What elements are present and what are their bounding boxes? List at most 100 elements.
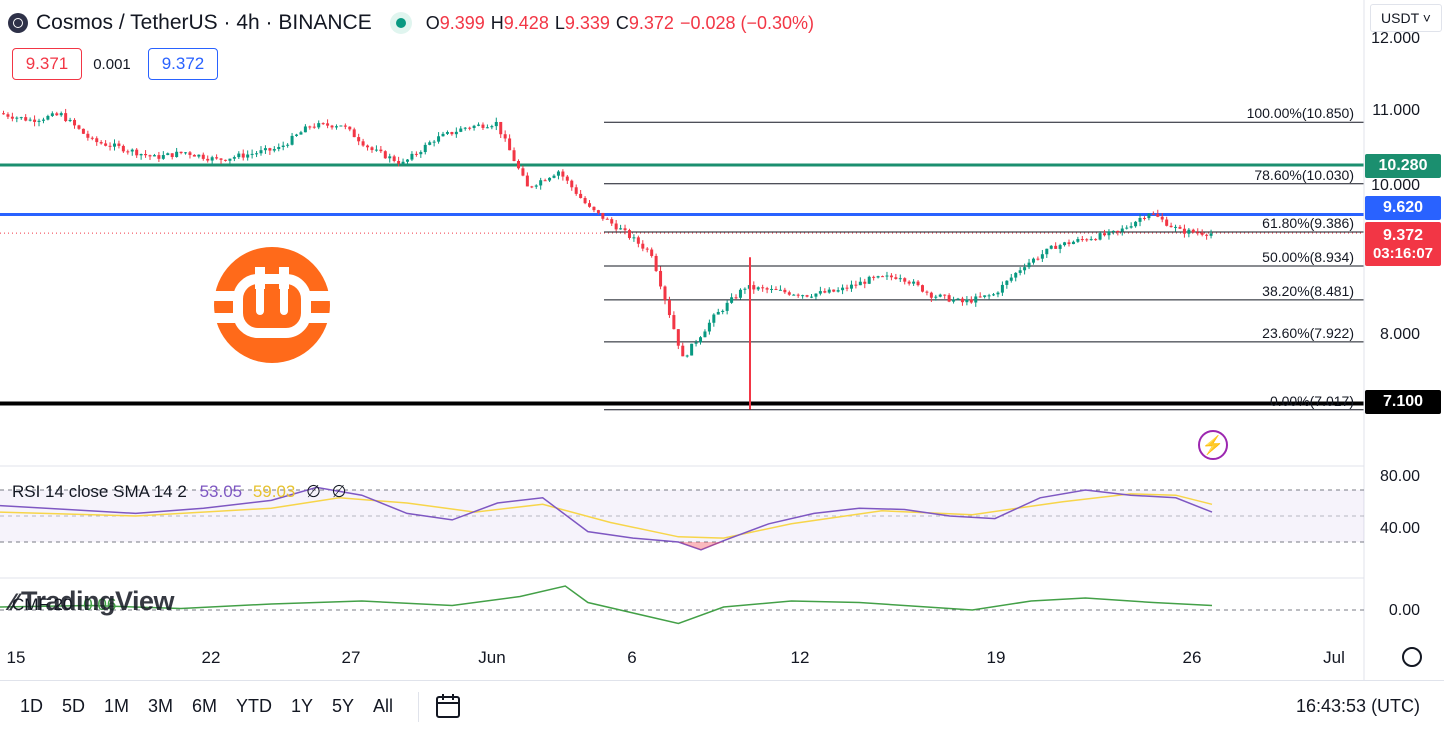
candle <box>574 184 578 196</box>
candle <box>90 136 94 141</box>
candle <box>1169 222 1173 228</box>
candle <box>725 300 729 315</box>
bottom-divider <box>0 680 1444 681</box>
ohlc-low: L9.339 <box>554 12 610 33</box>
candle <box>521 165 525 177</box>
x-tick: Jun <box>478 648 506 667</box>
candle <box>539 177 543 190</box>
candle <box>863 278 867 289</box>
candle <box>636 235 640 248</box>
utc-clock[interactable]: 16:43:53 (UTC) <box>1296 696 1421 716</box>
tradingview-watermark: ⁄⁄ TradingView <box>10 586 175 616</box>
x-tick: Jul <box>1323 648 1345 667</box>
candle <box>867 275 871 285</box>
candle <box>1005 280 1009 289</box>
candle <box>50 111 54 118</box>
candle <box>241 149 245 161</box>
calendar-range-icon[interactable] <box>432 692 464 722</box>
symbol-title[interactable]: Cosmos / TetherUS · 4h · BINANCE <box>36 11 372 34</box>
candle <box>286 143 290 148</box>
candle <box>175 147 179 158</box>
candle <box>943 294 947 299</box>
tf-ytd[interactable]: YTD <box>236 696 272 716</box>
candle <box>992 293 996 297</box>
candle <box>37 118 41 127</box>
candle <box>556 170 560 180</box>
tf-1y[interactable]: 1Y <box>291 696 314 716</box>
tf-1d[interactable]: 1D <box>20 696 44 716</box>
sell-price-button[interactable]: 9.371 <box>12 48 82 80</box>
candle <box>672 311 676 330</box>
candle <box>818 286 822 296</box>
candle <box>743 287 747 294</box>
fib-label: 0.00%(7.017) <box>1269 392 1354 409</box>
candle <box>778 285 782 291</box>
candle <box>588 200 592 208</box>
candle <box>59 111 63 117</box>
tf-3m[interactable]: 3M <box>148 696 174 716</box>
candle <box>508 134 512 151</box>
candle <box>232 155 236 162</box>
market-open-icon <box>389 12 412 34</box>
symbol-header[interactable]: Cosmos / TetherUS · 4h · BINANCE O9.399 … <box>8 8 820 38</box>
candle <box>614 219 618 232</box>
candle <box>792 293 796 296</box>
candle <box>250 149 254 159</box>
candle <box>1080 235 1084 242</box>
candle <box>437 132 441 144</box>
candle <box>565 174 569 185</box>
candle <box>152 153 156 157</box>
candle <box>326 119 330 129</box>
candle <box>1156 209 1160 218</box>
tf-5d[interactable]: 5D <box>62 696 86 716</box>
currency-selector[interactable]: USDT ˅ <box>1370 4 1442 32</box>
cosmos-coin-icon <box>8 13 28 33</box>
candle <box>898 274 902 282</box>
candle <box>99 140 103 145</box>
tf-6m[interactable]: 6M <box>192 696 218 716</box>
candle <box>854 280 858 289</box>
candle <box>1036 256 1040 261</box>
support-tag: 7.100 <box>1365 390 1441 414</box>
buy-price-button[interactable]: 9.372 <box>148 48 218 80</box>
rsi-title: RSI 14 close SMA 14 2 <box>12 482 187 501</box>
candle <box>445 130 449 136</box>
candle <box>1147 213 1151 221</box>
rsi-legend[interactable]: RSI 14 close SMA 14 2 53.05 59.03 ∅ ∅ <box>12 482 346 502</box>
candle <box>237 151 241 160</box>
candle <box>1107 229 1111 240</box>
last-price-tag: 9.372 03:16:07 <box>1365 222 1441 266</box>
candle <box>756 286 760 291</box>
candle <box>1063 241 1067 247</box>
ohlc-high: H9.428 <box>490 12 549 33</box>
candle <box>366 144 370 151</box>
candle <box>823 288 827 294</box>
rsi-extra2: ∅ <box>331 482 347 501</box>
ohlc-open: O9.399 <box>425 12 485 33</box>
candle <box>1023 263 1027 275</box>
candle <box>534 184 538 189</box>
candle <box>929 291 933 302</box>
candle <box>787 290 791 296</box>
candle <box>77 124 81 130</box>
x-tick: 22 <box>201 648 221 667</box>
candle <box>477 122 481 127</box>
ohlc-close: C9.372 <box>615 12 674 33</box>
tf-1m[interactable]: 1M <box>104 696 130 716</box>
candle <box>916 280 920 287</box>
candle <box>374 145 378 152</box>
candle <box>370 146 374 153</box>
rsi-line <box>0 486 1213 551</box>
fib-label: 23.60%(7.922) <box>1262 324 1354 341</box>
alert-lightning-icon[interactable]: ⚡ <box>1198 430 1228 460</box>
tf-5y[interactable]: 5Y <box>332 696 355 716</box>
candle <box>343 123 347 130</box>
cmf-legend[interactable]: CMF 20 0.06 <box>12 595 116 615</box>
chart-settings-icon[interactable] <box>1402 647 1422 667</box>
candle <box>703 329 707 338</box>
candle <box>383 150 387 159</box>
candle <box>481 122 485 130</box>
tf-all[interactable]: All <box>373 696 394 716</box>
rsi-value: 53.05 <box>199 482 243 501</box>
